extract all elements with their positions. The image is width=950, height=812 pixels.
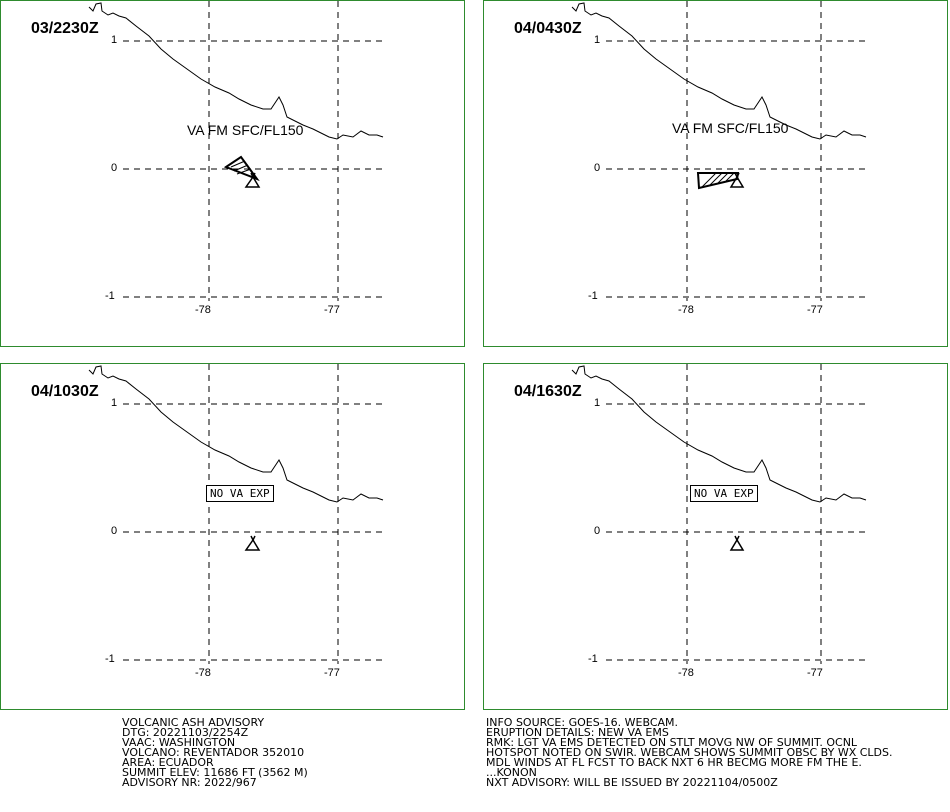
lat-label-1: 1 <box>594 34 601 46</box>
advisory-area: AREA: ECUADOR <box>122 756 214 769</box>
coastline <box>571 2 867 140</box>
lon-label-78: -78 <box>195 304 211 316</box>
remarks-line-1: RMK: LGT VA EMS DETECTED ON STLT MOVG NW… <box>486 736 858 749</box>
panel-time: 04/1030Z <box>31 383 99 400</box>
va-label: VA FM SFC/FL150 <box>672 120 789 136</box>
coastline <box>88 365 384 503</box>
lat-label-1: 1 <box>111 34 118 46</box>
lon-label-78: -78 <box>678 304 694 316</box>
lon-label-78: -78 <box>195 667 211 679</box>
panel-4: 04/1630Z NO VA EXP 1 0 -1 -78 -77 <box>483 363 948 710</box>
lon-label-77: -77 <box>807 667 823 679</box>
lat-label-0: 0 <box>594 162 601 174</box>
coastline <box>88 2 384 140</box>
lat-label-minus1: -1 <box>588 653 598 665</box>
lat-label-minus1: -1 <box>105 290 115 302</box>
volcano-icon <box>244 172 261 188</box>
map-panel-1 <box>88 1 384 301</box>
panel-time: 03/2230Z <box>31 20 99 37</box>
advisory-title: VOLCANIC ASH ADVISORY <box>122 716 265 729</box>
no-va-label: NO VA EXP <box>690 485 758 502</box>
advisory-number: ADVISORY NR: 2022/967 <box>122 776 257 789</box>
advisory-left: VOLCANIC ASH ADVISORY DTG: 20221103/2254… <box>122 716 308 789</box>
advisory-volcano: VOLCANO: REVENTADOR 352010 <box>122 746 305 759</box>
advisory-summit-elev: SUMMIT ELEV: 11686 FT (3562 M) <box>122 766 308 779</box>
volcano-icon <box>244 535 261 551</box>
remarks-line-2: HOTSPOT NOTED ON SWIR. WEBCAM SHOWS SUMM… <box>486 746 893 759</box>
advisory-dtg: DTG: 20221103/2254Z <box>122 726 249 739</box>
info-source: INFO SOURCE: GOES-16. WEBCAM. <box>486 716 679 729</box>
next-advisory: NXT ADVISORY: WILL BE ISSUED BY 20221104… <box>486 776 778 789</box>
lon-label-77: -77 <box>807 304 823 316</box>
lat-label-0: 0 <box>111 525 118 537</box>
map-panel-4 <box>571 364 867 664</box>
lat-label-1: 1 <box>111 397 118 409</box>
lat-label-0: 0 <box>111 162 118 174</box>
advisory-right: INFO SOURCE: GOES-16. WEBCAM. ERUPTION D… <box>486 716 893 789</box>
panel-1: 03/2230Z VA FM SFC/FL150 1 0 -1 -78 -77 <box>0 0 465 347</box>
remarks-line-3: MDL WINDS AT FL FCST TO BACK NXT 6 HR BE… <box>486 756 862 769</box>
lat-label-1: 1 <box>594 397 601 409</box>
eruption-details: ERUPTION DETAILS: NEW VA EMS <box>486 726 669 739</box>
lat-label-0: 0 <box>594 525 601 537</box>
coastline <box>571 365 867 503</box>
lat-label-minus1: -1 <box>588 290 598 302</box>
ash-polygon <box>696 172 740 190</box>
forecaster: ...KONON <box>486 766 537 779</box>
panel-2: 04/0430Z VA FM SFC/FL150 1 0 -1 -78 -77 <box>483 0 948 347</box>
volcano-icon <box>729 172 745 188</box>
va-label: VA FM SFC/FL150 <box>187 122 304 138</box>
panel-time: 04/1630Z <box>514 383 582 400</box>
lat-label-minus1: -1 <box>105 653 115 665</box>
lon-label-77: -77 <box>324 667 340 679</box>
panel-time: 04/0430Z <box>514 20 582 37</box>
lon-label-77: -77 <box>324 304 340 316</box>
lon-label-78: -78 <box>678 667 694 679</box>
no-va-label: NO VA EXP <box>206 485 274 502</box>
panel-3: 04/1030Z NO VA EXP 1 0 -1 -78 -77 <box>0 363 465 710</box>
volcano-icon <box>729 535 745 551</box>
map-panel-3 <box>88 364 384 664</box>
map-panel-2 <box>571 1 867 301</box>
ash-polygon <box>223 155 260 182</box>
advisory-vaac: VAAC: WASHINGTON <box>122 736 236 749</box>
